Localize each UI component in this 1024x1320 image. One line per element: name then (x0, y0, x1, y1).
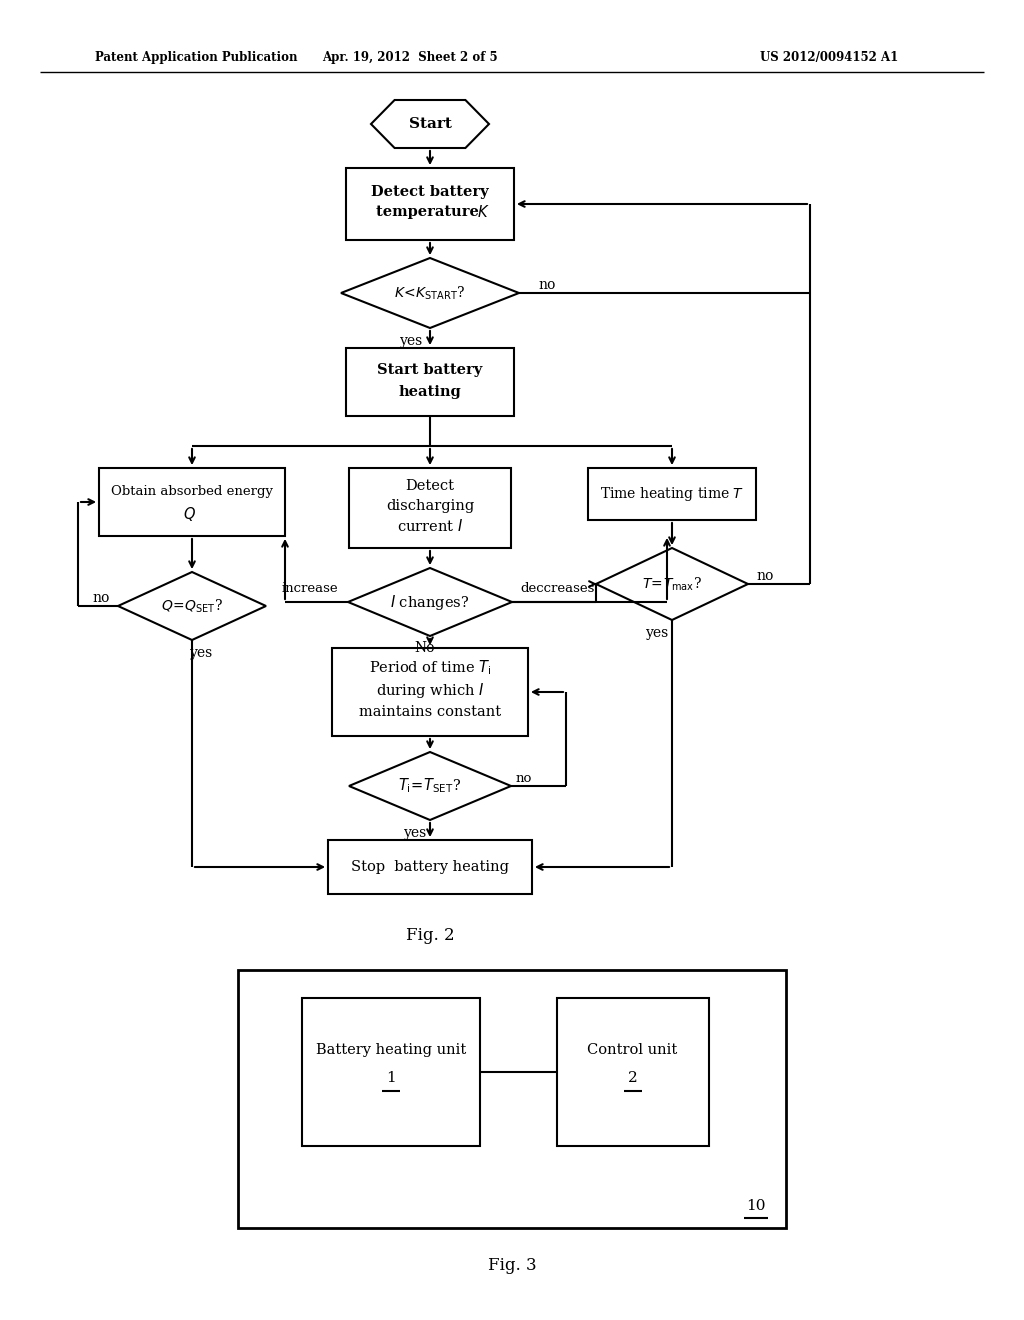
Text: Fig. 3: Fig. 3 (487, 1258, 537, 1275)
Text: Patent Application Publication: Patent Application Publication (95, 51, 298, 65)
Text: Start: Start (409, 117, 452, 131)
Text: $T\!=\!T_{\rm max}$?: $T\!=\!T_{\rm max}$? (642, 576, 701, 593)
Text: Fig. 2: Fig. 2 (406, 927, 455, 944)
Text: no: no (516, 771, 532, 784)
Bar (99, 469, 285, 536)
Text: $Q$: $Q$ (182, 506, 196, 523)
Bar (238, 970, 786, 1228)
Text: temperature: temperature (376, 205, 484, 219)
Text: Start battery: Start battery (378, 363, 482, 378)
Text: Battery heating unit: Battery heating unit (316, 1043, 467, 1057)
Polygon shape (349, 752, 511, 820)
Text: no: no (539, 279, 556, 292)
Text: Control unit: Control unit (588, 1043, 678, 1057)
Text: deccreases: deccreases (520, 582, 594, 594)
Polygon shape (371, 100, 489, 148)
Text: yes: yes (404, 826, 428, 840)
Bar (302, 998, 480, 1146)
Polygon shape (341, 257, 519, 327)
Text: $Q\!=\!Q_{\rm SET}$?: $Q\!=\!Q_{\rm SET}$? (161, 597, 223, 615)
Text: current $I$: current $I$ (397, 517, 463, 535)
Bar (346, 348, 514, 416)
Text: yes: yes (400, 334, 424, 348)
Text: during which $I$: during which $I$ (376, 681, 484, 700)
Text: increase: increase (282, 582, 338, 594)
Text: Obtain absorbed energy: Obtain absorbed energy (111, 486, 273, 499)
Text: Period of time $T_{\rm i}$: Period of time $T_{\rm i}$ (369, 659, 492, 677)
Polygon shape (118, 572, 266, 640)
Bar (349, 469, 511, 548)
Text: discharging: discharging (386, 499, 474, 513)
Text: maintains constant: maintains constant (359, 705, 501, 719)
Polygon shape (348, 568, 512, 636)
Text: Detect battery: Detect battery (371, 185, 488, 199)
Bar (332, 648, 528, 737)
Text: No: No (415, 642, 435, 655)
Text: 2: 2 (628, 1071, 637, 1085)
Text: yes: yes (646, 626, 670, 640)
Bar (588, 469, 756, 520)
Polygon shape (596, 548, 748, 620)
Text: Time heating time $T$: Time heating time $T$ (600, 484, 744, 503)
Bar (328, 840, 532, 894)
Text: 10: 10 (746, 1199, 766, 1213)
Text: Stop  battery heating: Stop battery heating (351, 861, 509, 874)
Text: heating: heating (398, 385, 462, 399)
Text: $T_{\rm i}\!=\!T_{\rm SET}$?: $T_{\rm i}\!=\!T_{\rm SET}$? (398, 776, 462, 796)
Text: no: no (92, 591, 110, 605)
Text: 1: 1 (387, 1071, 396, 1085)
Bar (346, 168, 514, 240)
Text: Detect: Detect (406, 479, 455, 492)
Text: yes: yes (190, 645, 214, 660)
Text: $I$ changes?: $I$ changes? (390, 593, 470, 611)
Bar (557, 998, 709, 1146)
Text: $K$: $K$ (477, 205, 489, 220)
Text: $K\!<\!K_{\rm START}$?: $K\!<\!K_{\rm START}$? (394, 284, 466, 302)
Text: US 2012/0094152 A1: US 2012/0094152 A1 (760, 51, 898, 65)
Text: Apr. 19, 2012  Sheet 2 of 5: Apr. 19, 2012 Sheet 2 of 5 (323, 51, 498, 65)
Text: no: no (756, 569, 773, 583)
